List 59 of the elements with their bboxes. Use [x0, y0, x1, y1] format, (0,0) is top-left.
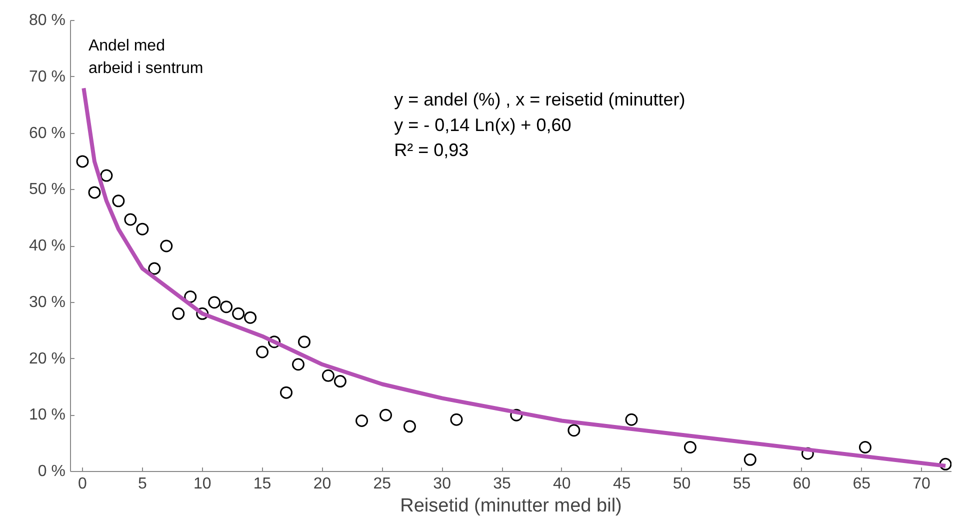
point — [334, 375, 346, 388]
point — [184, 290, 197, 303]
point — [160, 240, 173, 252]
x-tick-label: 25 — [373, 476, 392, 492]
point — [744, 453, 756, 466]
x-tick-label: 45 — [612, 476, 631, 492]
y-tick-label: 80 % — [29, 12, 66, 29]
x-tick-label: 40 — [553, 476, 571, 492]
x-tick-label: 20 — [313, 476, 332, 492]
y-tick-label: 10 % — [29, 406, 66, 424]
y-tick-label: 50 % — [29, 181, 66, 198]
point — [220, 300, 233, 314]
x-tick-label: 15 — [253, 476, 272, 492]
y-tick-label: 30 % — [29, 294, 66, 311]
point — [124, 213, 137, 226]
point — [148, 262, 161, 275]
point — [858, 441, 872, 454]
x-tick-label: 55 — [732, 476, 751, 492]
x-tick-label: 0 — [78, 476, 88, 492]
point — [232, 307, 245, 320]
point — [379, 408, 392, 422]
point — [280, 386, 293, 399]
point — [356, 414, 368, 427]
x-tick-label: 50 — [672, 476, 691, 492]
point — [403, 420, 416, 433]
x-tick-label: 60 — [792, 476, 811, 492]
point — [244, 311, 257, 324]
point — [684, 441, 696, 454]
point — [100, 169, 113, 182]
point — [256, 346, 269, 358]
y-tick-label: 60 % — [29, 124, 66, 142]
point — [568, 424, 580, 437]
point — [625, 413, 638, 426]
point — [88, 186, 101, 199]
point — [298, 336, 310, 348]
x-tick-label: 5 — [138, 476, 147, 492]
x-tick-label: 10 — [193, 476, 212, 492]
x-tick-label: 30 — [433, 476, 452, 492]
y-tick-label: 20 % — [29, 350, 66, 368]
annotation: arbeid i sentrum — [88, 60, 204, 77]
y-tick-label: 70 % — [29, 68, 66, 86]
point — [292, 358, 304, 371]
x-tick-label: 70 — [912, 476, 931, 492]
y-tick-label: 40 % — [29, 238, 66, 254]
x-tick-label: 35 — [493, 476, 512, 492]
y-tick-label: 0 % — [38, 463, 66, 480]
point — [172, 307, 185, 320]
point — [76, 155, 89, 168]
x-axis-title: Reisetid (minutter med bil) — [400, 496, 622, 516]
point — [112, 194, 125, 208]
point — [450, 413, 463, 426]
annotation: y = andel (%) , x = reisetid (minutter) — [394, 89, 686, 110]
annotation: R² = 0,93 — [394, 140, 469, 160]
point — [136, 222, 149, 236]
point — [322, 369, 334, 382]
point — [208, 296, 221, 309]
x-tick-label: 65 — [852, 476, 871, 492]
annotation: y = - 0,14 Ln(x) + 0,60 — [394, 114, 572, 135]
annotation: Andel med — [88, 37, 165, 54]
